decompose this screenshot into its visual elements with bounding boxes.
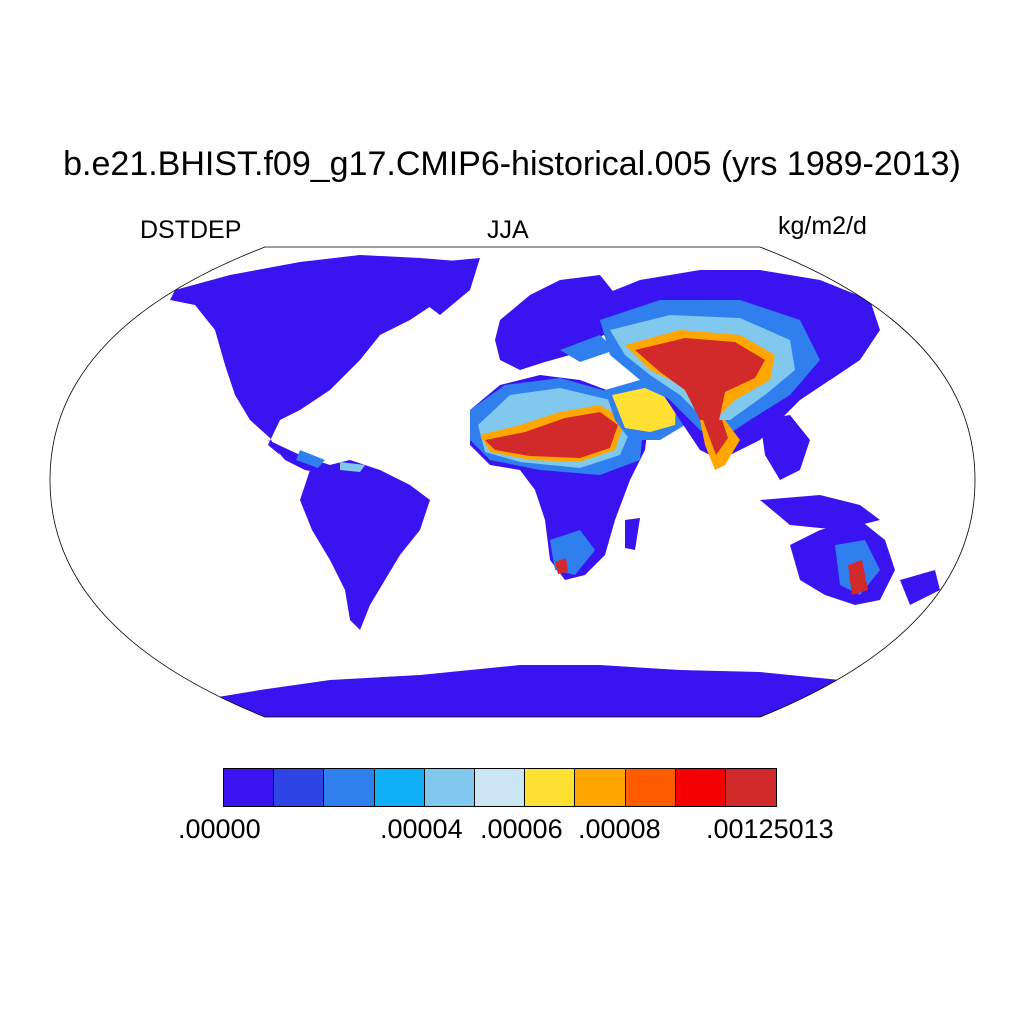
madagascar-landmass (625, 518, 640, 550)
central-america-dust (296, 450, 325, 468)
colorbar-swatch-9 (675, 769, 726, 806)
south-america-landmass (300, 460, 430, 630)
colorbar-swatch-0 (224, 769, 275, 806)
colorbar-label-max: .00125013 (706, 814, 834, 844)
colorbar-swatch-1 (274, 769, 325, 806)
greenland-landmass (405, 258, 480, 315)
colorbar-swatch-7 (575, 769, 626, 806)
colorbar-swatch-8 (625, 769, 676, 806)
colorbar-swatch-4 (424, 769, 475, 806)
colorbar-label-min: .00000 (178, 814, 261, 844)
india-dust-max (703, 420, 728, 455)
antarctica-landmass (60, 665, 960, 717)
north-america-landmass (170, 255, 470, 455)
europe-landmass (495, 275, 620, 370)
colorbar-label-2: .00004 (380, 814, 463, 844)
arabia-dust (612, 388, 676, 432)
colorbar (223, 768, 778, 807)
southeast-asia-landmass (760, 415, 810, 480)
colorbar-label-3: .00006 (480, 814, 563, 844)
europe-dust (560, 335, 615, 362)
units-label: kg/m2/d (778, 212, 867, 240)
sahara-dust-max (485, 412, 618, 458)
colorbar-swatch-5 (474, 769, 526, 806)
map-boundary (49, 246, 976, 718)
new-zealand-landmass (900, 570, 940, 605)
colorbar-swatch-6 (525, 769, 576, 806)
indonesia-landmass (760, 495, 880, 530)
africa-south-dust-high (555, 558, 568, 574)
variable-label: DSTDEP (140, 216, 242, 244)
japan-landmass (820, 340, 845, 380)
south-america-dust (340, 462, 365, 472)
colorbar-swatch-10 (725, 769, 777, 806)
colorbar-swatch-3 (374, 769, 425, 806)
asia-dust-max (635, 338, 765, 440)
season-label: JJA (487, 216, 529, 244)
colorbar-label-4: .00008 (578, 814, 661, 844)
australia-dust-high (848, 560, 868, 595)
colorbar-swatch-2 (324, 769, 375, 806)
map-title: b.e21.BHIST.f09_g17.CMIP6-historical.005… (63, 145, 961, 183)
